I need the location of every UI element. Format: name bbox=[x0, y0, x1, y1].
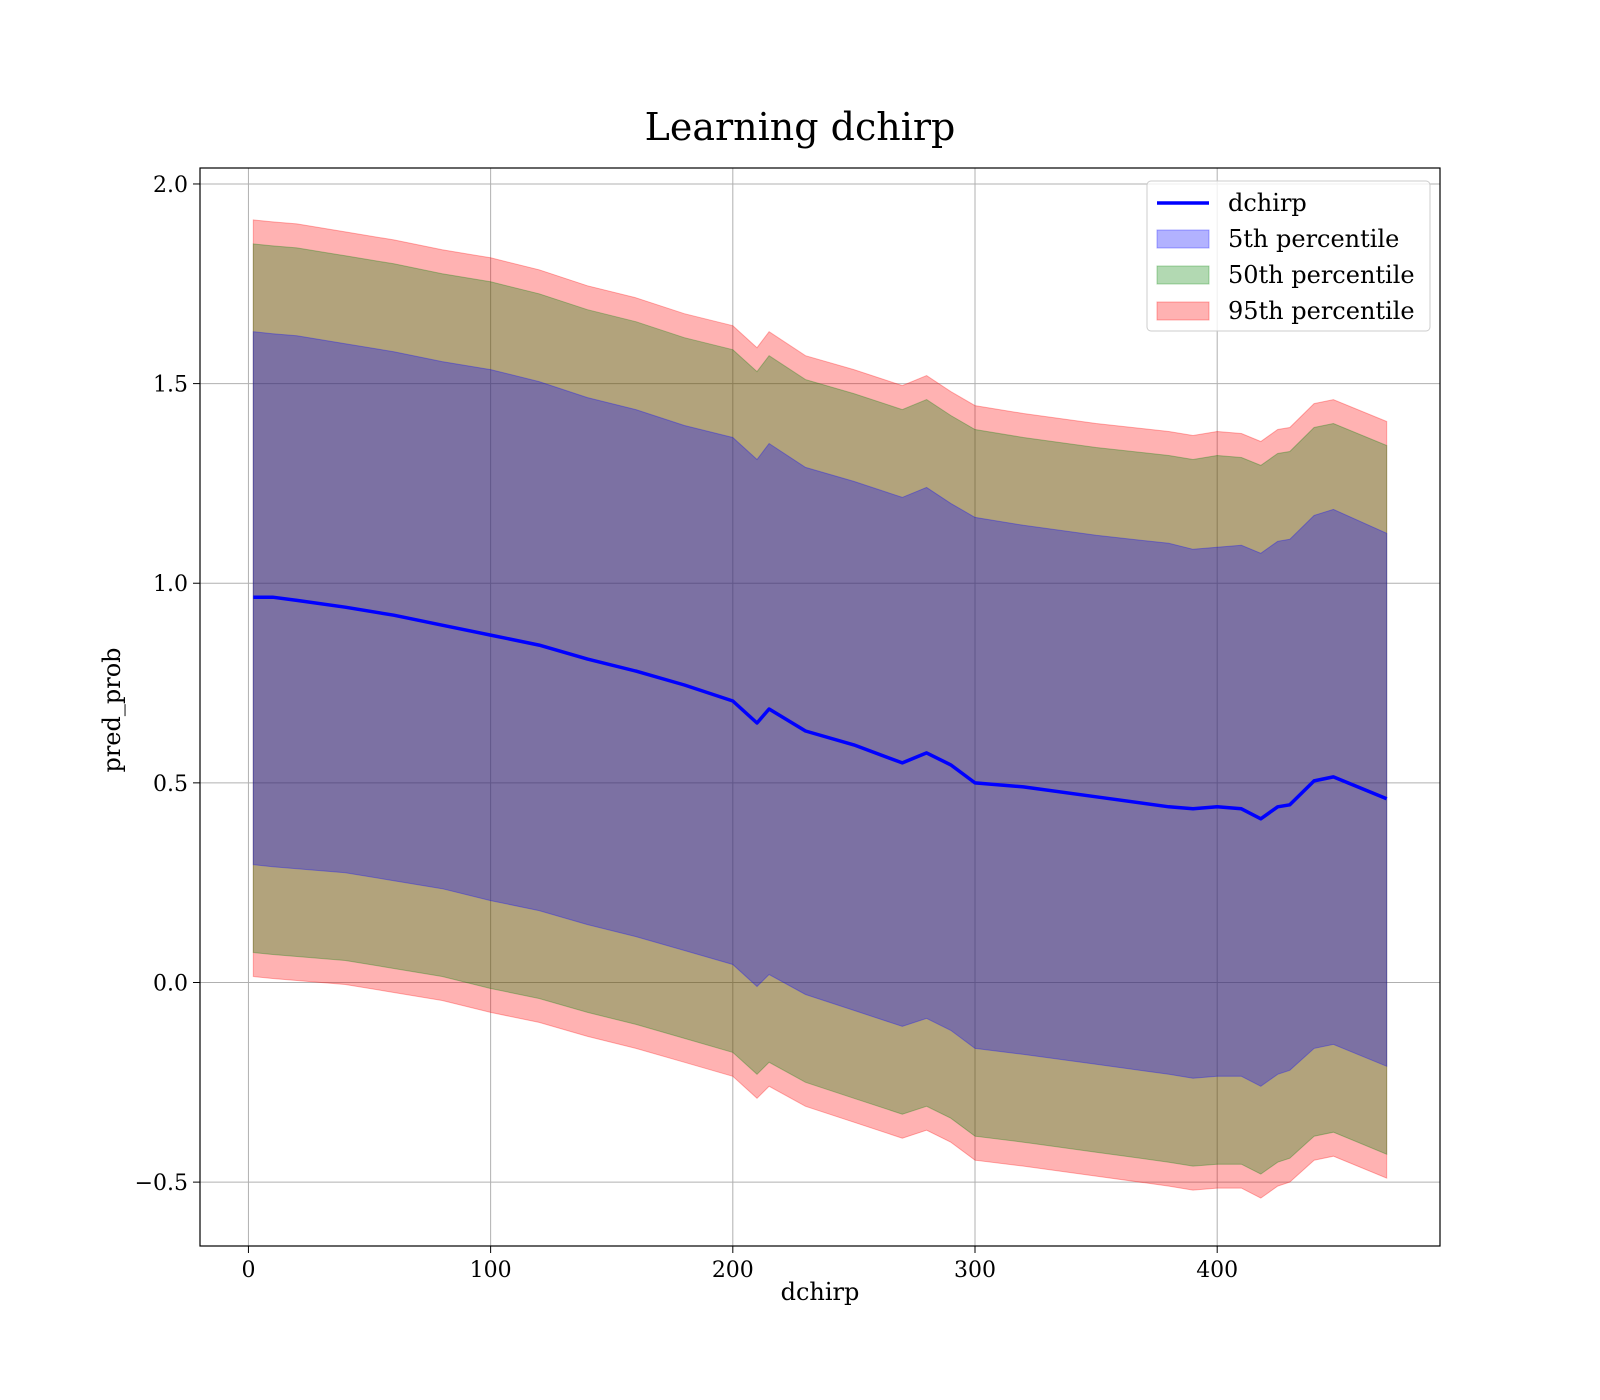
band-50th-percentile bbox=[252, 243, 1388, 1175]
x-tick-label: 100 bbox=[470, 1258, 512, 1283]
legend-label: 95th percentile bbox=[1228, 297, 1415, 325]
y-tick-label: 2.0 bbox=[153, 173, 188, 198]
x-tick-label: 200 bbox=[712, 1258, 754, 1283]
plot-area: 0 100 200 300 400 −0.5 0.0 0.5 1.0 1.5 2.0 bbox=[135, 167, 1441, 1283]
y-tick-label: 0.5 bbox=[153, 772, 188, 797]
x-tick-label: 400 bbox=[1196, 1258, 1238, 1283]
legend-label: 5th percentile bbox=[1228, 225, 1399, 253]
x-axis-title: dchirp bbox=[781, 1278, 860, 1306]
y-tick-label: −0.5 bbox=[135, 1171, 188, 1196]
x-tick-label: 300 bbox=[954, 1258, 996, 1283]
legend-label: 50th percentile bbox=[1228, 261, 1415, 289]
legend-patch-swatch bbox=[1156, 265, 1210, 285]
legend-patch-swatch bbox=[1156, 301, 1210, 321]
y-tick-label: 1.0 bbox=[153, 572, 188, 597]
legend-box bbox=[1146, 180, 1431, 332]
bands bbox=[252, 219, 1388, 1199]
legend-item: 50th percentile bbox=[1156, 261, 1415, 289]
legend-label: dchirp bbox=[1228, 189, 1307, 217]
band-95th-percentile bbox=[252, 219, 1388, 1199]
y-tick-label: 0.0 bbox=[153, 971, 188, 996]
legend-item: 5th percentile bbox=[1156, 225, 1399, 253]
x-axis-ticks: 0 100 200 300 400 bbox=[241, 1246, 1238, 1283]
y-axis-ticks: −0.5 0.0 0.5 1.0 1.5 2.0 bbox=[135, 173, 200, 1196]
axes-frame bbox=[199, 167, 1441, 1247]
y-tick-label: 1.5 bbox=[153, 373, 188, 398]
x-tick-label: 0 bbox=[241, 1258, 255, 1283]
legend-patch-swatch bbox=[1156, 229, 1210, 249]
y-axis-title: pred_prob bbox=[98, 647, 126, 772]
series-line-dchirp bbox=[253, 595, 1388, 821]
legend-item: 95th percentile bbox=[1156, 297, 1415, 325]
band-5th-percentile bbox=[252, 331, 1388, 1087]
grid bbox=[200, 168, 1440, 1246]
chart-title: Learning dchirp bbox=[645, 105, 956, 149]
lines bbox=[253, 595, 1388, 821]
legend-item: dchirp bbox=[1157, 189, 1307, 217]
legend: dchirp 5th percentile 50th percentile 95th … bbox=[1146, 180, 1431, 332]
